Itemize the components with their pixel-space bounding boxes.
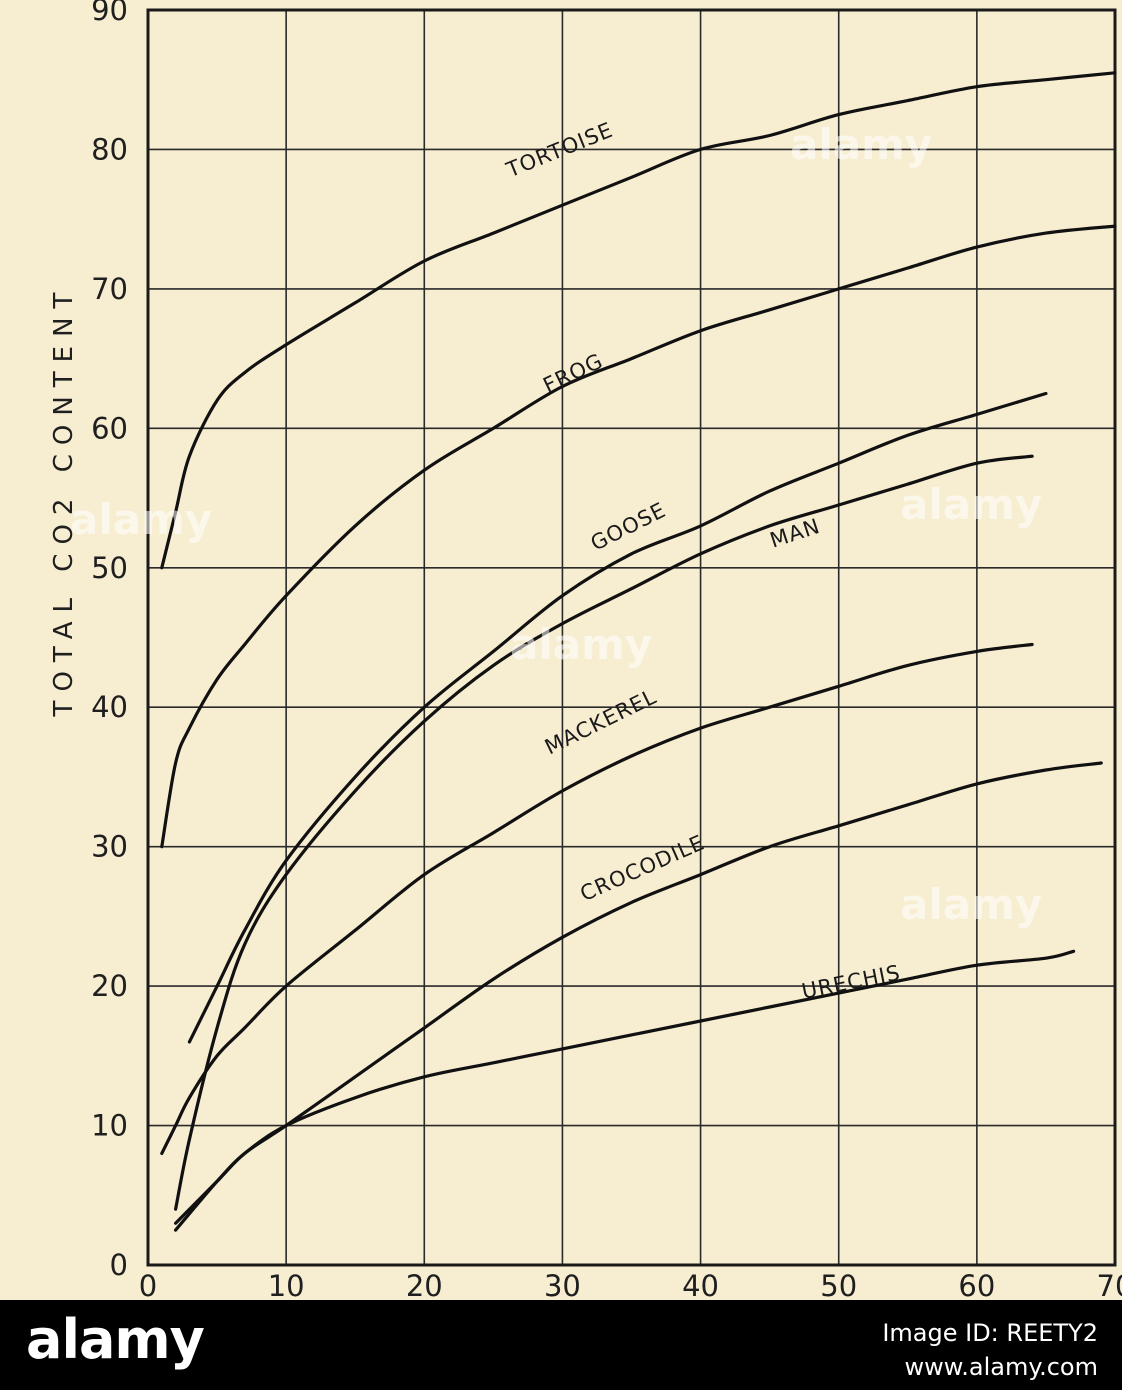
watermark-bar: alamy Image ID: REETY2 www.alamy.com [0,1300,1122,1390]
series-line-frog [160,224,1117,849]
series-label-frog: FROG [539,349,607,398]
image-id-text: Image ID: REETY2 [882,1319,1098,1347]
series-lines [160,71,1117,1232]
x-tick-label: 20 [406,1269,443,1300]
series-line-goose [187,391,1048,1044]
x-tick-label: 40 [682,1269,719,1300]
x-tick-label: 60 [958,1269,995,1300]
y-tick-label: 70 [91,272,128,306]
tick-labels: 0 10 20 30 40 50 60 70 0 10 20 30 40 50 60 70 80 90 [91,0,1122,1300]
series-line-urechis [174,949,1076,1232]
series-label-crocodile: CROCODILE [577,830,709,906]
x-tick-label: 70 [1097,1269,1122,1300]
image-url-text: www.alamy.com [904,1353,1098,1381]
x-tick-label: 10 [268,1269,305,1300]
plot-frame [146,8,1117,1267]
y-tick-label: 40 [91,690,128,724]
x-tick-label: 30 [544,1269,581,1300]
y-tick-label: 50 [91,551,128,585]
series-label-urechis: URECHIS [800,960,903,1003]
x-tick-label: 50 [820,1269,857,1300]
y-tick-label: 0 [110,1248,128,1282]
y-tick-label: 90 [91,0,128,27]
y-tick-label: 20 [91,969,128,1003]
chart-area: 0102030405060700102030405060708090 TORTO… [49,0,1122,1300]
series-label-mackerel: MACKEREL [541,684,661,759]
y-tick-label: 80 [91,132,128,166]
series-label-goose: GOOSE [587,498,670,556]
x-tick-label: 0 [139,1269,157,1300]
series-line-mackerel [160,642,1034,1155]
grid [147,9,1116,1266]
co2-chart: 0102030405060700102030405060708090 TORTO… [49,0,1122,1300]
series-line-tortoise [160,71,1117,570]
series-line-man [174,454,1034,1211]
series-label-man: MAN [767,514,823,553]
alamy-logo: alamy [26,1308,205,1371]
y-tick-label: 60 [91,411,128,445]
y-axis-label: TOTAL CO2 CONTENT [49,284,79,718]
image-id-block: Image ID: REETY2 www.alamy.com [882,1316,1098,1384]
y-tick-label: 10 [91,1109,128,1143]
axes [146,8,1117,1267]
y-tick-label: 30 [91,830,128,864]
series-line-crocodile [174,761,1103,1225]
